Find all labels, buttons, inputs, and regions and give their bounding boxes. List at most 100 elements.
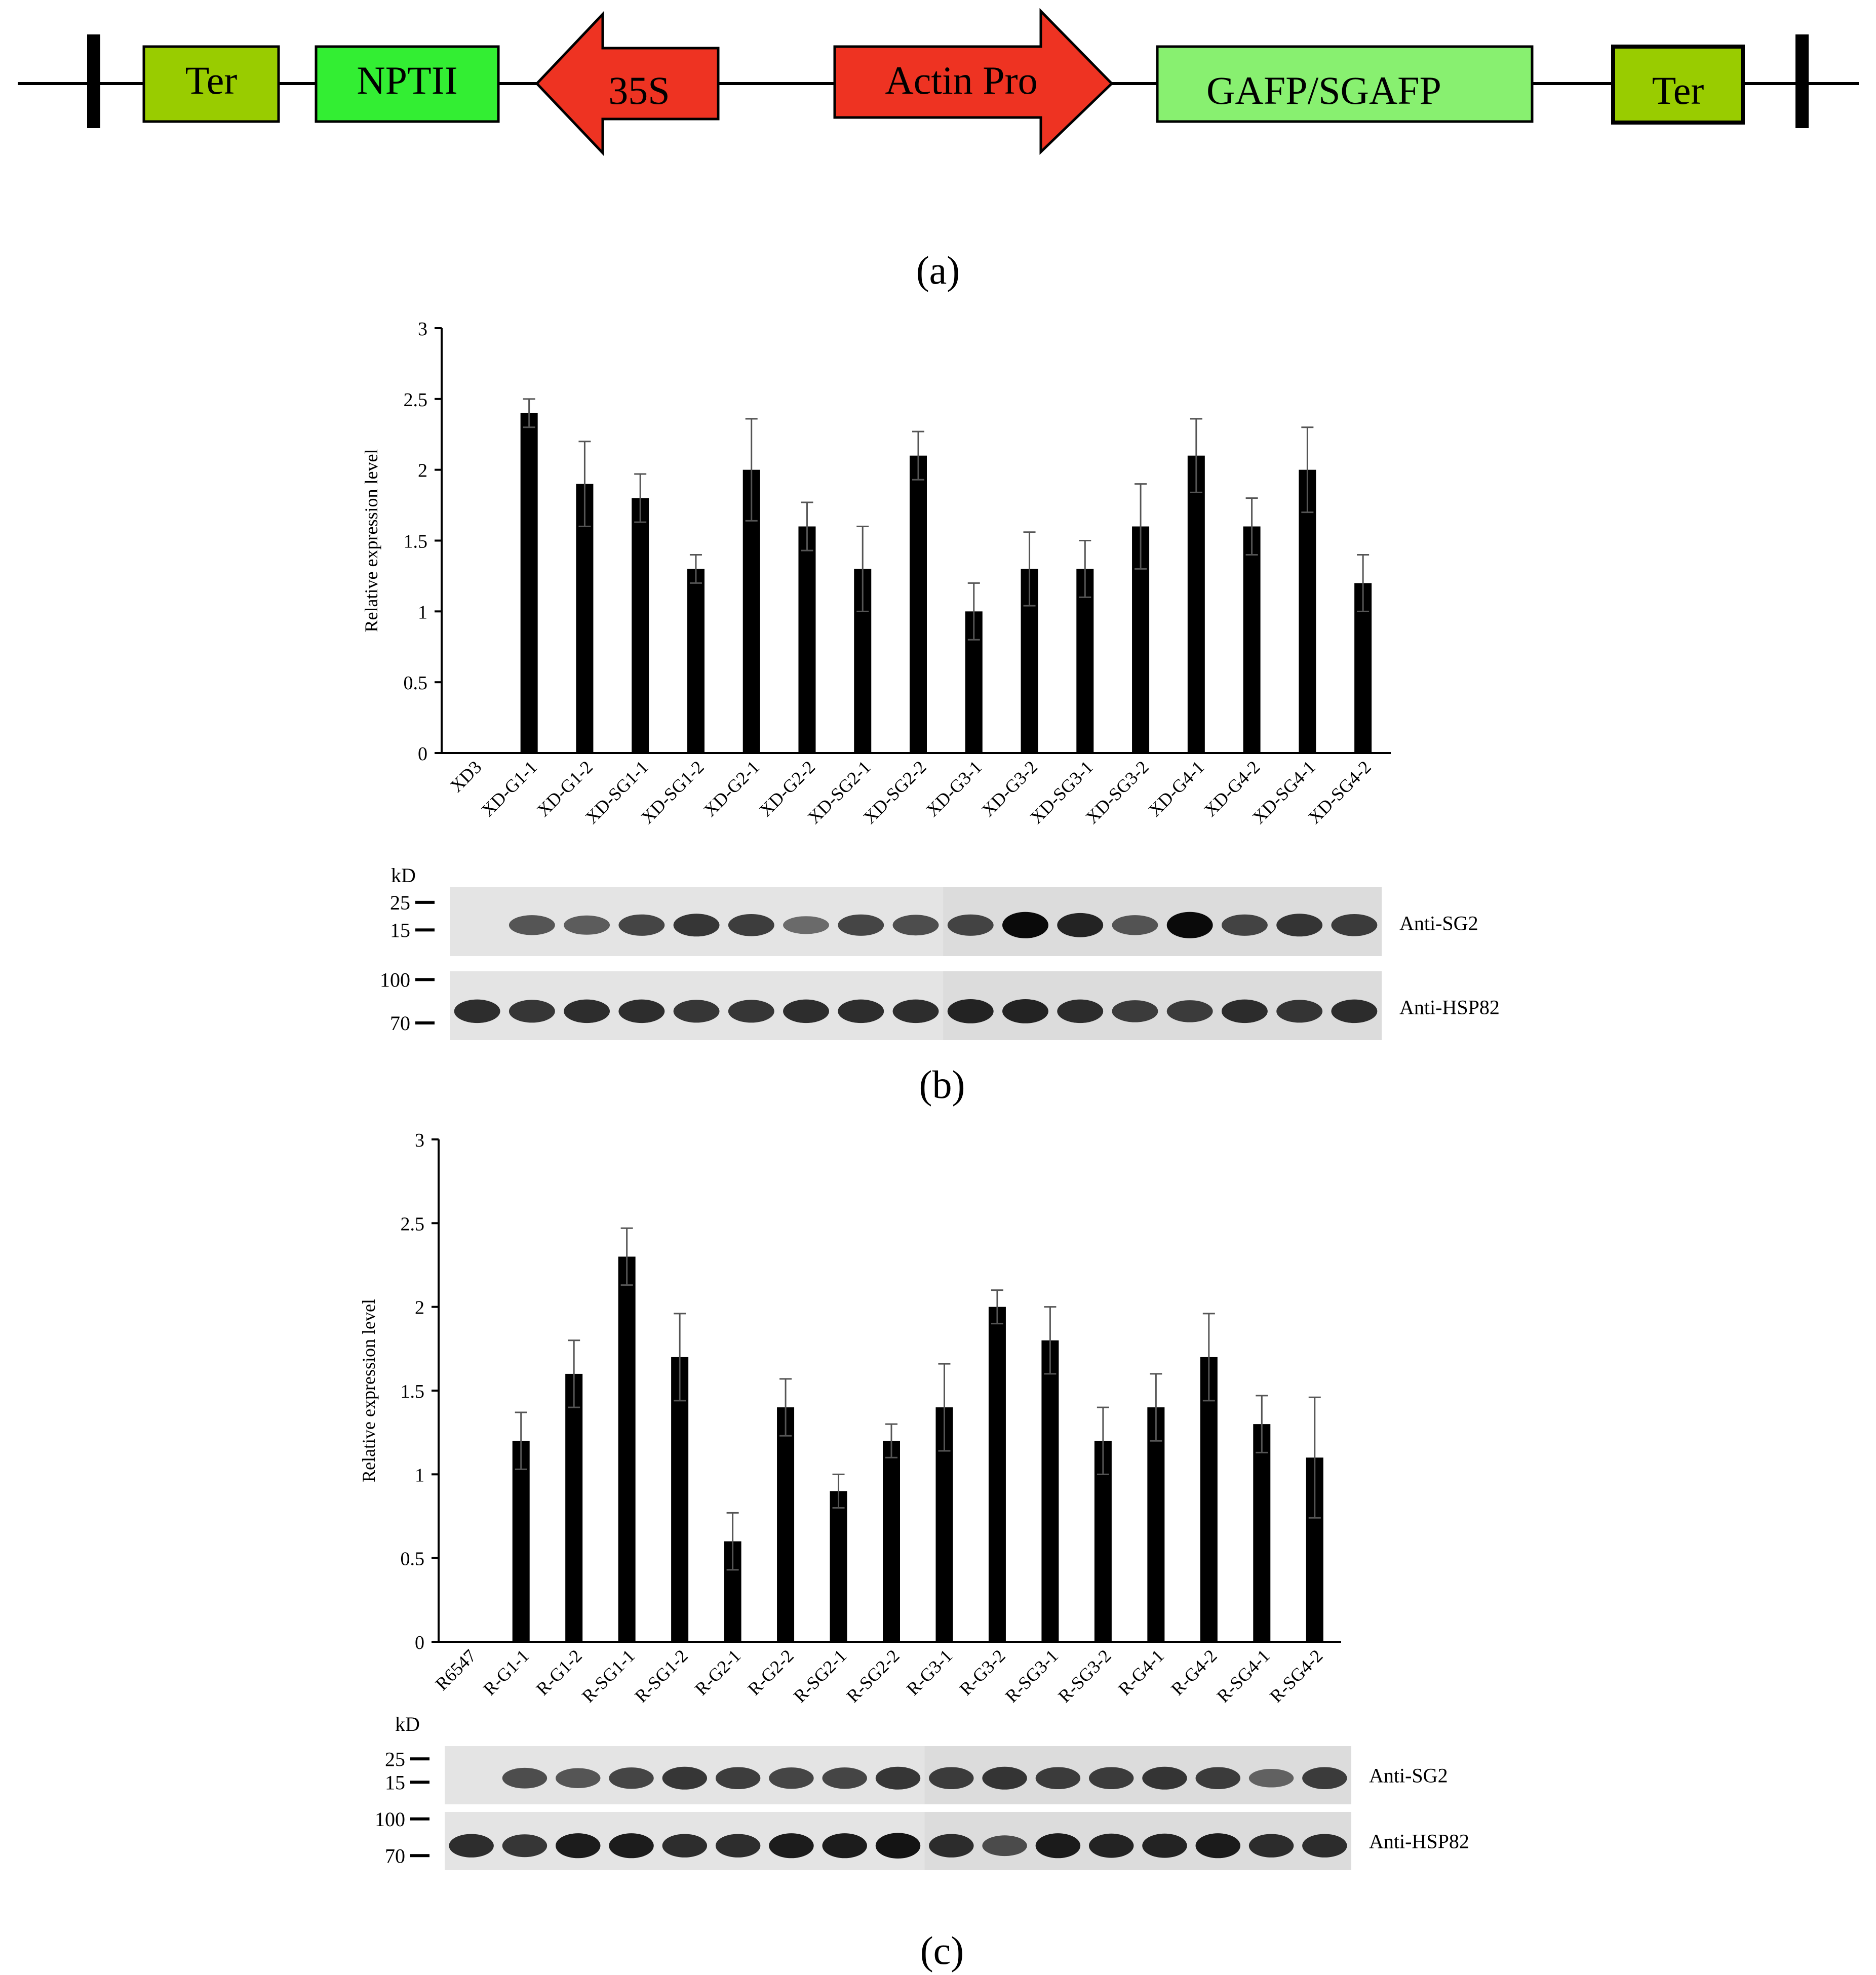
bar (1147, 1407, 1165, 1642)
band-sg2 (783, 916, 829, 934)
bar (1299, 469, 1316, 753)
band-sg2 (609, 1767, 654, 1789)
category-label: R-G4-1 (1114, 1645, 1168, 1699)
y-tick-label: 0.5 (401, 1549, 425, 1570)
band-sg2 (1195, 1767, 1240, 1790)
band-hsp82 (929, 1834, 974, 1858)
band-hsp82 (822, 1833, 867, 1859)
band-hsp82 (618, 999, 665, 1023)
y-tick-label: 0.5 (404, 673, 428, 694)
bar (576, 484, 594, 753)
category-label: XD-G2-1 (700, 757, 764, 820)
band-sg2 (1002, 912, 1048, 938)
panel-label-b: (b) (919, 1062, 965, 1107)
band-hsp82 (609, 1833, 654, 1859)
y-tick-label: 3 (418, 319, 427, 340)
y-tick-label: 0 (415, 1632, 424, 1653)
category-label: R-SG4-1 (1213, 1645, 1274, 1706)
nptii-box (315, 45, 500, 123)
band-hsp82 (662, 1834, 708, 1858)
band-sg2 (509, 915, 555, 935)
marker-label: 25 (390, 891, 410, 914)
band-hsp82 (982, 1835, 1027, 1856)
chart-c: 0 0.5 1 1.5 2 2.5 3 Relative expression level R6… (359, 1130, 1341, 1707)
y-tick-label: 0 (418, 743, 427, 765)
y-tick-label: 1.5 (404, 531, 428, 552)
category-label: R-G3-2 (956, 1645, 1009, 1699)
band-hsp82 (1002, 999, 1048, 1023)
y-tick-label: 1.5 (401, 1381, 425, 1402)
bar (1200, 1357, 1218, 1642)
bar (687, 569, 705, 753)
category-label: R-SG2-1 (790, 1645, 850, 1706)
actin-promoter-label: Actin Pro (885, 58, 1037, 102)
chart-b: 0 0.5 1 1.5 2 2.5 3 Relative expression level XD… (361, 319, 1391, 827)
band-sg2 (769, 1767, 814, 1789)
band-sg2 (929, 1767, 974, 1790)
band-hsp82 (673, 1000, 720, 1023)
western-blot-b: kD 25 15 Anti-SG2 100 70 Anti-HSP82 (380, 864, 1500, 1040)
band-sg2 (1221, 914, 1268, 936)
bar (1187, 455, 1205, 753)
band-hsp82 (947, 999, 994, 1023)
band-hsp82 (769, 1833, 814, 1859)
y-tick-label: 2.5 (401, 1213, 425, 1235)
category-label: R-G4-2 (1167, 1645, 1221, 1699)
band-sg2 (838, 914, 884, 936)
band-hsp82 (1331, 999, 1378, 1023)
band-sg2 (947, 914, 994, 936)
category-label: R-SG4-2 (1266, 1645, 1326, 1706)
band-hsp82 (783, 999, 829, 1023)
band-sg2 (982, 1766, 1027, 1790)
kd-label: kD (395, 1713, 420, 1735)
bar (1041, 1340, 1059, 1642)
band-sg2 (892, 915, 939, 936)
y-axis-label: Relative expression level (361, 449, 381, 633)
band-sg2 (1276, 914, 1323, 937)
band-hsp82 (564, 999, 610, 1023)
band-sg2 (728, 914, 774, 936)
gafp-sgafp-box (1156, 45, 1534, 123)
marker-label: 70 (390, 1012, 410, 1035)
band-hsp82 (556, 1833, 601, 1859)
y-tick-label: 2.5 (404, 389, 428, 411)
ter-left-box (142, 45, 280, 123)
band-hsp82 (449, 1834, 494, 1858)
border-right (1795, 34, 1809, 128)
band-hsp82 (875, 1833, 921, 1859)
bar (988, 1307, 1006, 1642)
band-hsp82 (715, 1834, 761, 1858)
band-sg2 (1057, 913, 1104, 937)
band-sg2 (1088, 1767, 1134, 1790)
y-tick-label: 2 (418, 460, 427, 482)
category-label: R-G3-1 (903, 1645, 956, 1699)
bar (618, 1256, 636, 1642)
ter-right-label: Ter (1652, 68, 1704, 112)
category-label: R-SG3-2 (1054, 1645, 1115, 1706)
bar (830, 1491, 847, 1642)
y-tick-label: 2 (415, 1297, 424, 1319)
band-hsp82 (1112, 1000, 1158, 1022)
category-label: R-SG3-1 (1001, 1645, 1062, 1706)
band-sg2 (1112, 915, 1158, 935)
category-label: XD-G4-1 (1145, 757, 1208, 820)
category-label: R-SG1-1 (578, 1645, 639, 1706)
band-hsp82 (892, 999, 939, 1023)
antibody-label-sg2: Anti-SG2 (1369, 1764, 1448, 1787)
category-label: XD3 (446, 757, 486, 796)
band-hsp82 (1195, 1833, 1240, 1859)
band-sg2 (1302, 1767, 1347, 1790)
band-hsp82 (1057, 999, 1104, 1023)
y-axis-label: Relative expression level (359, 1299, 379, 1482)
category-label: R-G2-2 (744, 1645, 798, 1699)
marker-label: 70 (385, 1844, 405, 1867)
band-sg2 (1331, 914, 1378, 936)
band-sg2 (1166, 912, 1213, 938)
category-label: R-SG2-2 (842, 1645, 903, 1706)
antibody-label-hsp82: Anti-HSP82 (1369, 1830, 1469, 1852)
band-hsp82 (454, 999, 500, 1023)
category-label: R-G2-1 (691, 1645, 745, 1699)
bar (910, 455, 927, 753)
band-sg2 (715, 1767, 761, 1790)
band-hsp82 (1221, 999, 1268, 1023)
